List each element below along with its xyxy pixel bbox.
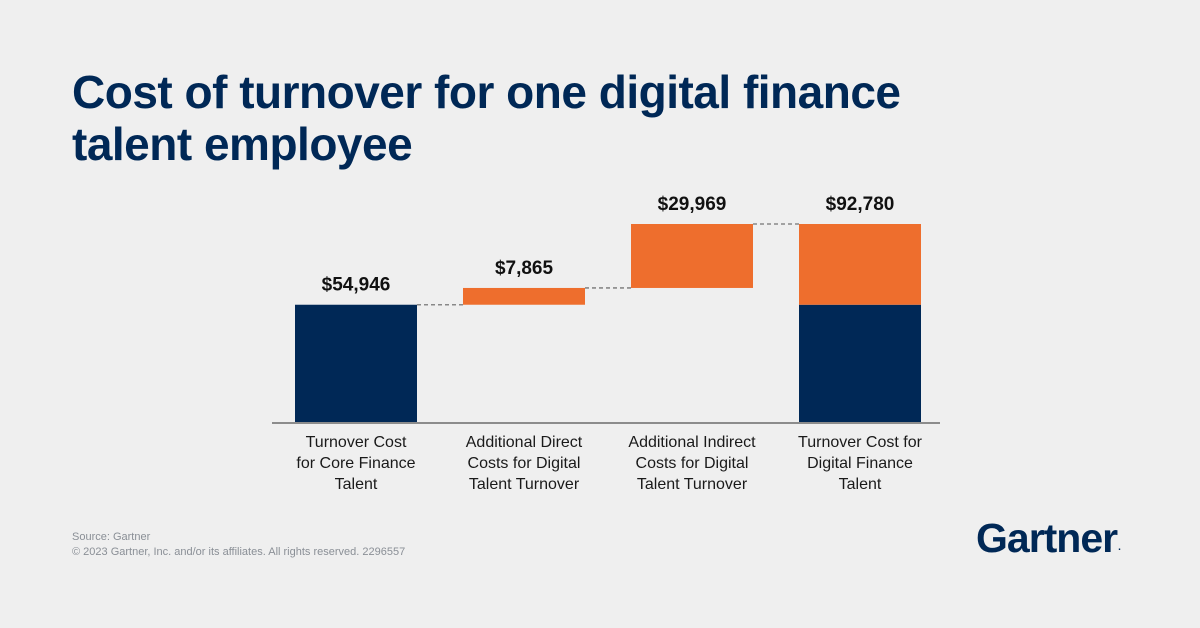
logo-mark: . [1118, 542, 1121, 553]
category-label-4-line-1: Turnover Cost for [798, 434, 923, 451]
category-label-3-line-3: Talent Turnover [637, 476, 748, 493]
title-line-1: Cost of turnover for one digital finance [72, 66, 901, 118]
category-label-4-line-2: Digital Finance [807, 455, 913, 472]
bar-3 [631, 224, 753, 288]
bar-2 [463, 287, 585, 305]
footer: Source: Gartner © 2023 Gartner, Inc. and… [72, 530, 405, 560]
copyright-note: © 2023 Gartner, Inc. and/or its affiliat… [72, 546, 406, 558]
value-label-3: $29,969 [658, 194, 727, 215]
category-label-1-line-2: for Core Finance [296, 455, 415, 472]
category-label-3-line-2: Costs for Digital [636, 455, 749, 472]
category-label-2-line-1: Additional Direct [466, 434, 583, 451]
bar-total-segment-2 [799, 224, 921, 305]
source-note: Source: Gartner [72, 531, 151, 543]
value-label-2: $7,865 [495, 258, 554, 279]
bar-total-segment-1 [799, 304, 921, 422]
category-label-1-line-3: Talent [335, 476, 378, 493]
gartner-logo: Gartner. [976, 515, 1121, 562]
logo-text: Gartner [976, 515, 1118, 561]
category-label-4-line-3: Talent [839, 476, 882, 493]
category-label-3-line-1: Additional Indirect [628, 434, 756, 451]
title-line-2: talent employee [72, 118, 413, 170]
category-label-1-line-1: Turnover Cost [306, 434, 407, 451]
category-label-2-line-3: Talent Turnover [469, 476, 580, 493]
bar-1 [295, 304, 417, 422]
category-label-2-line-2: Costs for Digital [468, 455, 581, 472]
chart-title: Cost of turnover for one digital finance… [72, 66, 1072, 170]
value-label-4: $92,780 [826, 194, 895, 215]
value-label-1: $54,946 [322, 275, 391, 296]
